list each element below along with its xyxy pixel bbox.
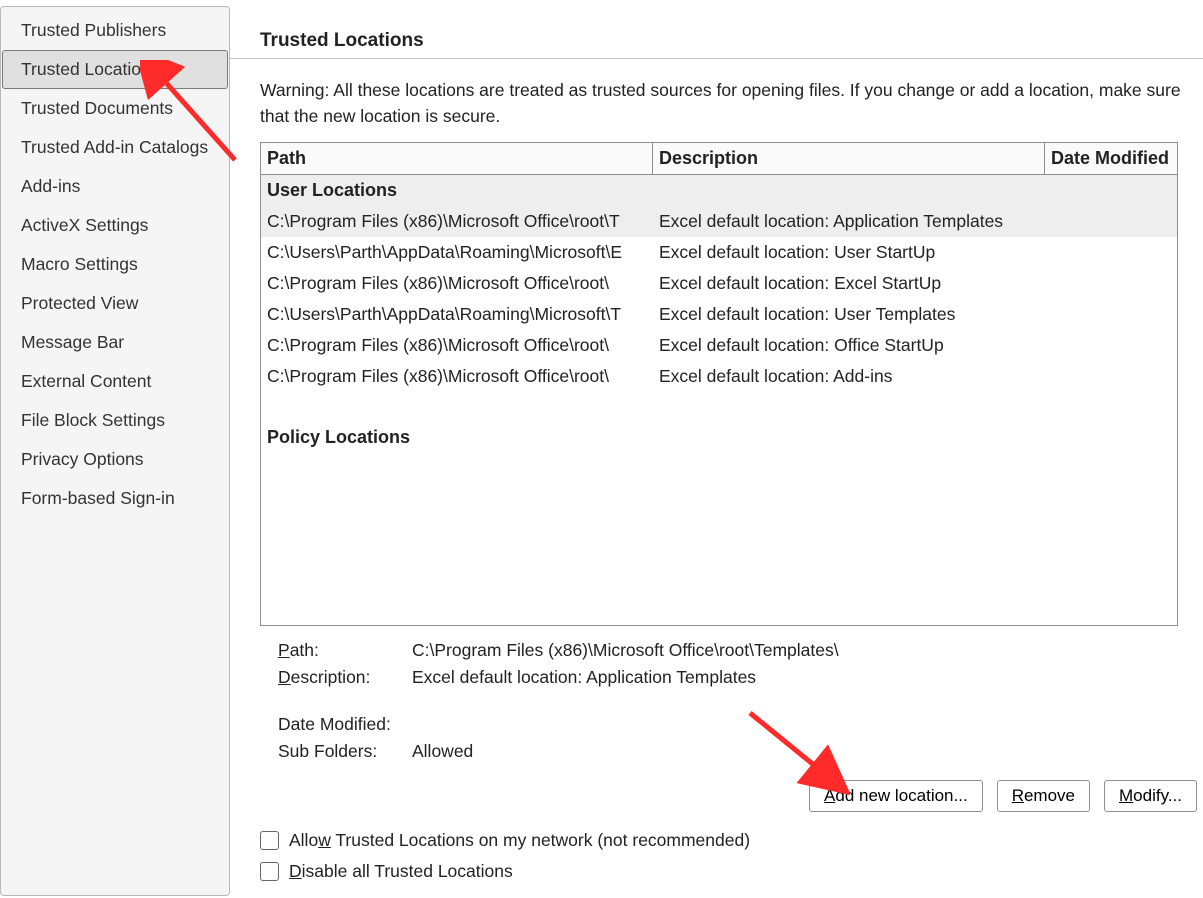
col-header-description[interactable]: Description: [653, 143, 1045, 174]
checkbox-icon[interactable]: [260, 831, 279, 850]
title-divider: [230, 58, 1203, 59]
add-new-location-button[interactable]: Add new location...: [809, 780, 983, 812]
col-header-date-modified[interactable]: Date Modified: [1045, 143, 1177, 174]
modify-button[interactable]: Modify...: [1104, 780, 1197, 812]
cell-desc: Excel default location: Add-ins: [653, 361, 1177, 392]
detail-date-label: Date Modified:: [278, 714, 412, 735]
sidebar-item-activex-settings[interactable]: ActiveX Settings: [2, 206, 228, 245]
sidebar-item-trusted-documents[interactable]: Trusted Documents: [2, 89, 228, 128]
detail-description-label: Description:: [278, 667, 412, 688]
sidebar-item-message-bar[interactable]: Message Bar: [2, 323, 228, 362]
checkbox-icon[interactable]: [260, 862, 279, 881]
cell-path: C:\Program Files (x86)\Microsoft Office\…: [261, 330, 653, 361]
sidebar-item-trusted-locations[interactable]: Trusted Locations: [2, 50, 228, 89]
allow-network-checkbox-row[interactable]: Allow Trusted Locations on my network (n…: [260, 830, 1203, 851]
main-panel: Trusted Locations Warning: All these loc…: [230, 0, 1203, 898]
detail-description-value: Excel default location: Application Temp…: [412, 667, 756, 688]
section-user-locations: User Locations: [261, 175, 1177, 206]
sidebar-item-form-based-signin[interactable]: Form-based Sign-in: [2, 479, 228, 518]
table-row[interactable]: C:\Users\Parth\AppData\Roaming\Microsoft…: [261, 299, 1177, 330]
table-header: Path Description Date Modified: [261, 143, 1177, 175]
cell-desc: Excel default location: Application Temp…: [653, 206, 1177, 237]
col-header-path[interactable]: Path: [261, 143, 653, 174]
table-row[interactable]: C:\Program Files (x86)\Microsoft Office\…: [261, 330, 1177, 361]
section-policy-locations: Policy Locations: [261, 422, 1177, 453]
disable-all-label: Disable all Trusted Locations: [289, 861, 513, 882]
cell-path: C:\Users\Parth\AppData\Roaming\Microsoft…: [261, 237, 653, 268]
button-row: Add new location... Remove Modify...: [260, 780, 1203, 812]
selected-location-details: Path: C:\Program Files (x86)\Microsoft O…: [260, 640, 1203, 762]
checkbox-group: Allow Trusted Locations on my network (n…: [260, 830, 1203, 882]
cell-path: C:\Users\Parth\AppData\Roaming\Microsoft…: [261, 299, 653, 330]
sidebar-item-file-block-settings[interactable]: File Block Settings: [2, 401, 228, 440]
cell-desc: Excel default location: Office StartUp: [653, 330, 1177, 361]
detail-subfolders-value: Allowed: [412, 741, 473, 762]
detail-path-label: Path:: [278, 640, 412, 661]
page-title: Trusted Locations: [260, 30, 1203, 52]
cell-desc: Excel default location: Excel StartUp: [653, 268, 1177, 299]
sidebar-item-addins[interactable]: Add-ins: [2, 167, 228, 206]
cell-desc: Excel default location: User Templates: [653, 299, 1177, 330]
cell-path: C:\Program Files (x86)\Microsoft Office\…: [261, 206, 653, 237]
sidebar-item-protected-view[interactable]: Protected View: [2, 284, 228, 323]
detail-path-value: C:\Program Files (x86)\Microsoft Office\…: [412, 640, 839, 661]
table-row[interactable]: C:\Program Files (x86)\Microsoft Office\…: [261, 268, 1177, 299]
sidebar-item-privacy-options[interactable]: Privacy Options: [2, 440, 228, 479]
allow-network-label: Allow Trusted Locations on my network (n…: [289, 830, 750, 851]
sidebar-item-trusted-publishers[interactable]: Trusted Publishers: [2, 11, 228, 50]
table-row[interactable]: C:\Program Files (x86)\Microsoft Office\…: [261, 361, 1177, 392]
disable-all-checkbox-row[interactable]: Disable all Trusted Locations: [260, 861, 1203, 882]
warning-text: Warning: All these locations are treated…: [260, 77, 1203, 130]
cell-path: C:\Program Files (x86)\Microsoft Office\…: [261, 268, 653, 299]
sidebar-item-macro-settings[interactable]: Macro Settings: [2, 245, 228, 284]
table-row[interactable]: C:\Users\Parth\AppData\Roaming\Microsoft…: [261, 237, 1177, 268]
sidebar-item-trusted-addin-catalogs[interactable]: Trusted Add-in Catalogs: [2, 128, 228, 167]
remove-button[interactable]: Remove: [997, 780, 1090, 812]
table-row[interactable]: C:\Program Files (x86)\Microsoft Office\…: [261, 206, 1177, 237]
cell-desc: Excel default location: User StartUp: [653, 237, 1177, 268]
cell-path: C:\Program Files (x86)\Microsoft Office\…: [261, 361, 653, 392]
sidebar-item-external-content[interactable]: External Content: [2, 362, 228, 401]
locations-table: Path Description Date Modified User Loca…: [260, 142, 1178, 626]
detail-subfolders-label: Sub Folders:: [278, 741, 412, 762]
sidebar: Trusted Publishers Trusted Locations Tru…: [0, 6, 230, 896]
